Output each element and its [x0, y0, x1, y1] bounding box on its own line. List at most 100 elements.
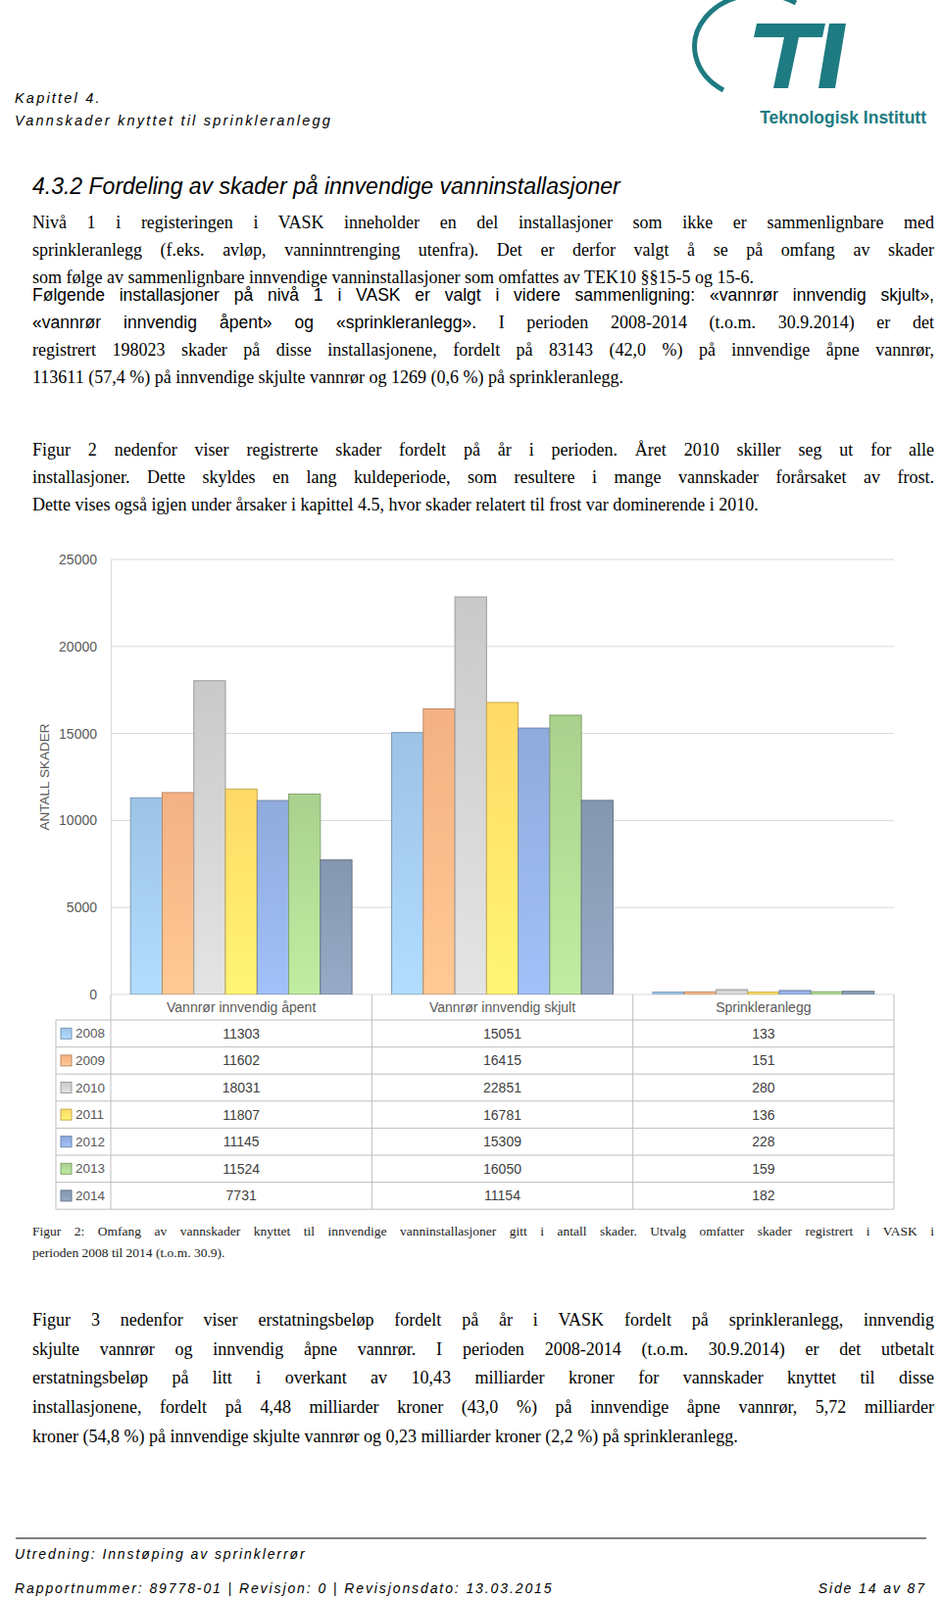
bar	[747, 992, 780, 995]
tick-label: 15000	[58, 726, 98, 743]
table-value: 15309	[483, 1134, 522, 1150]
text-line: kroner (54,8 %) på innvendige skjulte va…	[32, 1423, 935, 1453]
grid-line	[110, 645, 894, 647]
table-rule	[55, 1209, 894, 1211]
text-segment: Følgende installasjoner på nivå 1 i VASK…	[32, 285, 935, 305]
chart: 0 5000 10000 15000 20000 25000 ANTALL SKADER Va…	[37, 551, 895, 1210]
bar	[779, 990, 811, 995]
bar	[320, 860, 352, 995]
bar	[684, 991, 716, 995]
text-line: sprinkleranlegg (f.eks. avløp, vanninntr…	[32, 236, 935, 264]
tick: 0	[89, 987, 111, 1003]
table-rule	[55, 1182, 894, 1184]
table-rule	[55, 1100, 894, 1102]
bar	[423, 708, 455, 995]
legend-key	[60, 1109, 72, 1121]
tick-label: 25000	[58, 551, 98, 568]
grid	[110, 559, 894, 995]
tick: 10000	[58, 812, 111, 829]
text-line: Figur 2 nedenfor viser registrerte skade…	[32, 436, 935, 464]
table-value: 228	[751, 1134, 776, 1150]
legend-label: 2008	[75, 1026, 105, 1041]
logo-text: Teknologisk Institutt	[759, 106, 927, 129]
chart-svg: 0 5000 10000 15000 20000 25000 ANTALL SKADER Va…	[0, 0, 941, 1600]
text-line: Figur 2: Omfang av vannskader knyttet ti…	[32, 1221, 935, 1243]
text-line: installasjonene, fordelt på 4,48 milliar…	[32, 1393, 935, 1424]
table-rule	[55, 1046, 894, 1048]
table-rule	[110, 994, 112, 1210]
table-rule	[55, 1020, 894, 1022]
legend-label: 2012	[75, 1135, 105, 1150]
text-line: Dette vises også igjen under årsaker i k…	[32, 491, 935, 519]
bar	[454, 596, 487, 995]
table-value: 182	[751, 1188, 776, 1204]
table-value: 11524	[222, 1161, 260, 1178]
axis-line	[110, 560, 112, 996]
tick: 5000	[66, 899, 111, 916]
category-label: Vannrør innvendig skjult	[429, 999, 576, 1016]
logo-i	[818, 23, 846, 89]
bar	[518, 728, 550, 995]
data-table: Vannrør innvendig åpent Vannrør innvendig…	[55, 994, 894, 1210]
table-value: 16415	[483, 1052, 522, 1069]
text-line: installasjoner. Dette skyldes en lang ku…	[32, 463, 935, 492]
category-label: Vannrør innvendig åpent	[166, 999, 316, 1016]
table-value: 11303	[222, 1026, 260, 1042]
bar	[715, 990, 747, 995]
footer-report: Utredning: Innstøping av sprinklerrør	[14, 1544, 307, 1565]
text-line: skjulte vannrør og innvendig åpne vannrø…	[32, 1336, 935, 1366]
bar	[289, 793, 321, 995]
table-value: 7731	[226, 1188, 257, 1204]
table-value: 16050	[483, 1161, 522, 1178]
table-value: 151	[751, 1052, 776, 1069]
footer-meta: Rapportnummer: 89778-01 | Revisjon: 0 | …	[14, 1579, 553, 1599]
tick-label: 5000	[66, 899, 98, 916]
text-line: «vannrør innvendig åpent» og «sprinklera…	[32, 308, 935, 337]
legend-key	[60, 1163, 72, 1175]
table-value: 18031	[222, 1080, 261, 1096]
page: Kapittel 4.Vannskader knyttet til sprink…	[0, 0, 941, 1600]
text-segment: «vannrør innvendig åpent» og «sprinklera…	[32, 312, 477, 333]
bar	[810, 991, 842, 995]
text-line: registrert 198023 skader på disse instal…	[32, 336, 935, 364]
table-rule	[371, 994, 373, 1210]
text-line: Nivå 1 i registeringen i VASK inneholder…	[32, 208, 935, 237]
legend-key	[60, 1083, 72, 1094]
logo-t	[753, 23, 826, 89]
y-axis: 0 5000 10000 15000 20000 25000	[58, 551, 111, 1003]
legend-label: 2009	[75, 1053, 105, 1069]
table-rule	[55, 1074, 894, 1076]
section-heading: 4.3.2 Fordeling av skader på innvendige …	[32, 172, 621, 200]
table-rule	[55, 1155, 894, 1157]
text-line: 113611 (57,4 %) på innvendige skjulte va…	[32, 363, 935, 392]
grid-line	[110, 559, 894, 561]
bar	[841, 991, 874, 995]
bar	[581, 800, 613, 995]
text-line: erstatningsbeløp på litt i overkant av 1…	[32, 1364, 935, 1394]
text-line: Følgende installasjoner på nivå 1 i VASK…	[32, 281, 935, 309]
tick-label: 20000	[58, 639, 98, 655]
bar	[225, 789, 257, 995]
legend-key	[60, 1190, 72, 1202]
bar	[256, 800, 289, 995]
table-value: 280	[751, 1080, 776, 1096]
axis-title: ANTALL SKADER	[37, 723, 52, 831]
legend-label: 2014	[75, 1188, 106, 1204]
table-value: 11154	[484, 1188, 521, 1204]
legend-key	[60, 1055, 72, 1067]
table-value: 136	[751, 1107, 776, 1124]
logo	[694, 0, 846, 91]
text-segment: I perioden 2008-2014 (t.o.m. 30.9.2014) …	[498, 312, 935, 333]
tick: 25000	[58, 551, 111, 568]
legend-label: 2013	[75, 1161, 105, 1177]
bar	[130, 797, 162, 995]
legend-key	[60, 1137, 72, 1148]
table-value: 159	[751, 1161, 776, 1178]
bar	[652, 992, 685, 995]
table-rule	[632, 994, 634, 1210]
chapter-label: Kapittel 4.	[14, 88, 102, 108]
footer-rule	[15, 1538, 927, 1540]
text-line: perioden 2008 til 2014 (t.o.m. 30.9).	[32, 1242, 935, 1265]
text-line: Figur 3 nedenfor viser erstatningsbeløp …	[32, 1306, 935, 1337]
legend-key	[60, 1028, 72, 1040]
